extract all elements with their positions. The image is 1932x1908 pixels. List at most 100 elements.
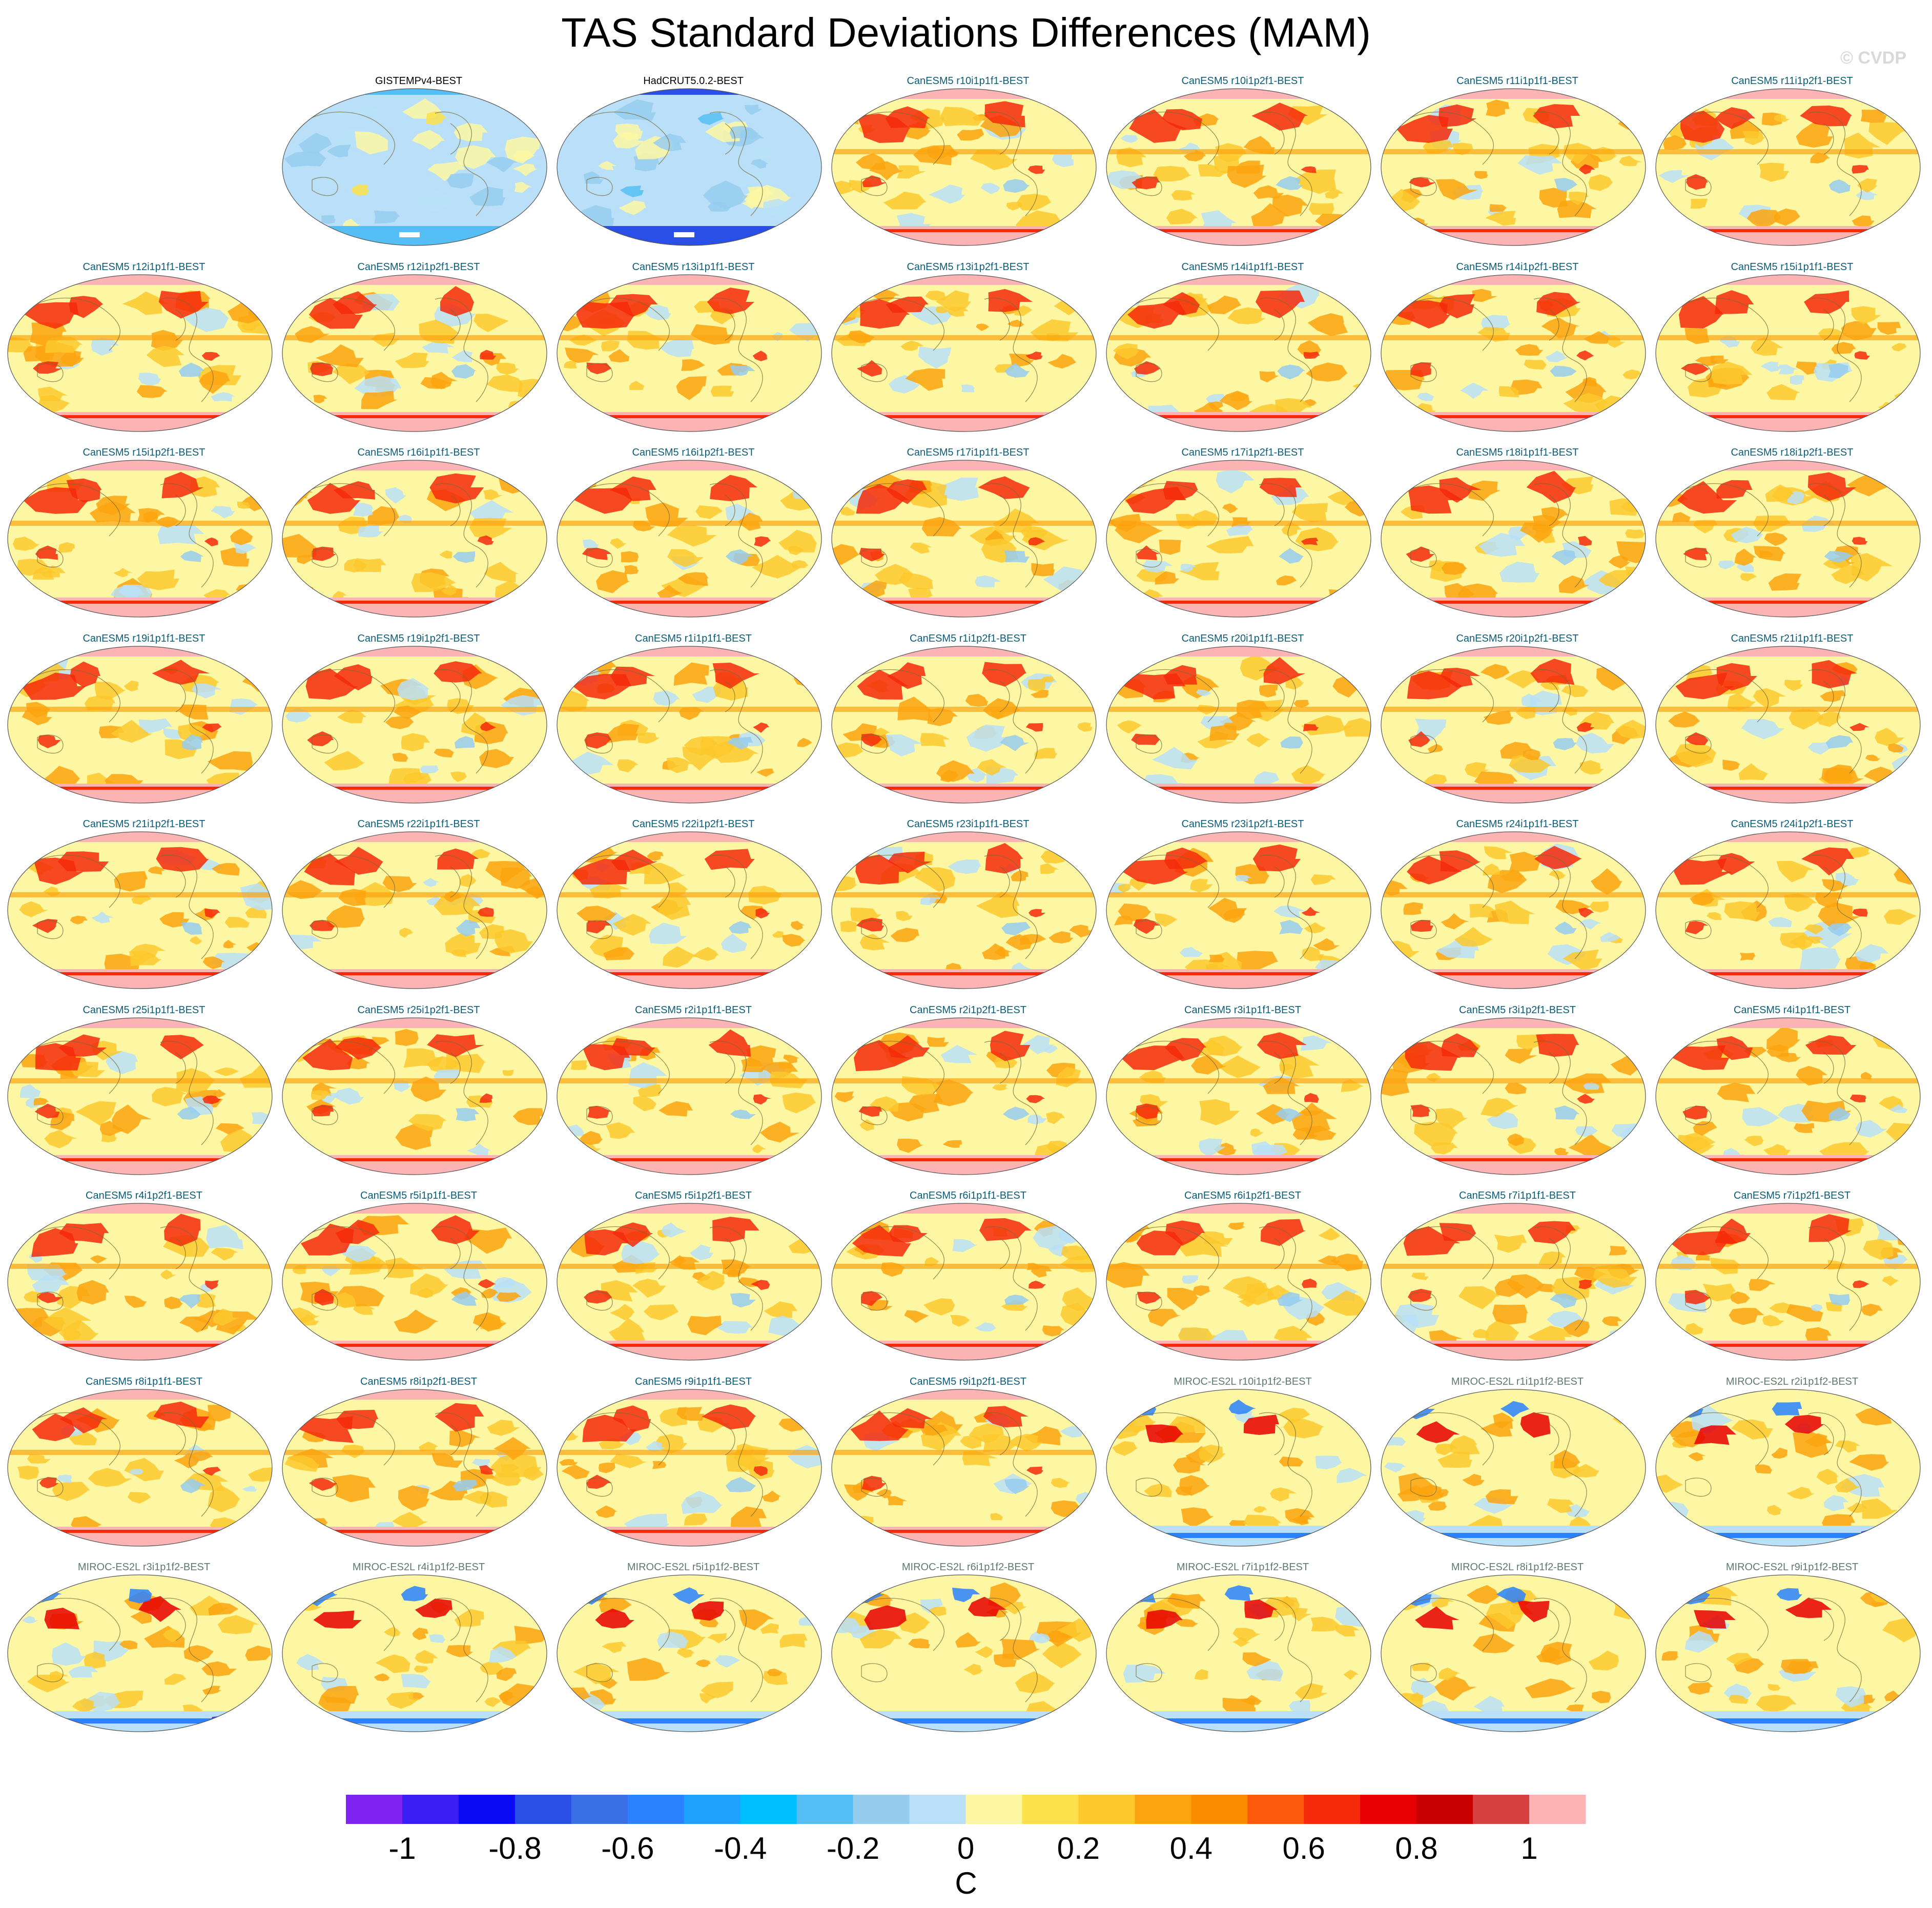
world-map <box>557 1203 822 1361</box>
world-map <box>831 646 1097 804</box>
world-map <box>831 831 1097 989</box>
world-map <box>557 460 822 618</box>
map-panel: MIROC-ES2L r2i1p1f2-BEST <box>1655 1376 1929 1550</box>
map-panel-title: CanESM5 r6i1p1f1-BEST <box>910 1190 1026 1201</box>
world-map <box>1381 88 1646 246</box>
colorbar-swatch <box>402 1795 459 1824</box>
colorbar-tick-label: 1 <box>1520 1831 1538 1865</box>
world-map <box>7 1203 273 1361</box>
map-panel: CanESM5 r6i1p1f1-BEST <box>831 1190 1105 1364</box>
world-map <box>831 1203 1097 1361</box>
map-panel-title: GISTEMPv4-BEST <box>375 75 463 87</box>
map-panel-title: CanESM5 r13i1p1f1-BEST <box>632 261 755 273</box>
world-map <box>7 831 273 989</box>
map-panel: CanESM5 r19i1p2f1-BEST <box>281 633 556 807</box>
map-panel-title: CanESM5 r15i1p2f1-BEST <box>83 447 205 458</box>
colorbar-swatch <box>1078 1795 1135 1824</box>
colorbar-swatch <box>1360 1795 1417 1824</box>
colorbar-swatch <box>684 1795 741 1824</box>
map-panel-title: CanESM5 r9i1p2f1-BEST <box>910 1376 1026 1387</box>
map-panel-title: CanESM5 r7i1p1f1-BEST <box>1459 1190 1576 1201</box>
colorbar-unit: C <box>955 1866 977 1900</box>
world-map <box>1106 1389 1371 1547</box>
map-panel-title: CanESM5 r14i1p2f1-BEST <box>1456 261 1579 273</box>
map-panel: CanESM5 r17i1p2f1-BEST <box>1105 447 1380 621</box>
colorbar-swatch <box>1135 1795 1191 1824</box>
colorbar-swatch <box>965 1795 1022 1824</box>
world-map <box>557 1389 822 1547</box>
colorbar-swatch <box>1304 1795 1361 1824</box>
map-panel: CanESM5 r7i1p2f1-BEST <box>1655 1190 1929 1364</box>
map-panel: CanESM5 r8i1p1f1-BEST <box>7 1376 281 1550</box>
map-panel: CanESM5 r21i1p1f1-BEST <box>1655 633 1929 807</box>
colorbar-swatch <box>1191 1795 1248 1824</box>
world-map <box>1381 1574 1646 1732</box>
map-panel: CanESM5 r12i1p1f1-BEST <box>7 261 281 436</box>
map-panel: CanESM5 r13i1p2f1-BEST <box>831 261 1105 436</box>
colorbar-swatch <box>740 1795 797 1824</box>
world-map <box>7 646 273 804</box>
world-map <box>1381 460 1646 618</box>
map-panel: CanESM5 r24i1p1f1-BEST <box>1380 818 1655 993</box>
map-panel: CanESM5 r24i1p2f1-BEST <box>1655 818 1929 993</box>
map-panel: CanESM5 r18i1p2f1-BEST <box>1655 447 1929 621</box>
map-panel: CanESM5 r6i1p2f1-BEST <box>1105 1190 1380 1364</box>
map-panel-title: MIROC-ES2L r8i1p1f2-BEST <box>1451 1562 1584 1573</box>
map-panel: CanESM5 r14i1p2f1-BEST <box>1380 261 1655 436</box>
colorbar-tick-label: 0.8 <box>1395 1831 1438 1865</box>
map-panel-title: CanESM5 r22i1p1f1-BEST <box>357 818 480 830</box>
map-panel: CanESM5 r22i1p2f1-BEST <box>556 818 831 993</box>
world-map <box>831 88 1097 246</box>
map-panel-title: CanESM5 r6i1p2f1-BEST <box>1184 1190 1301 1201</box>
map-panel: CanESM5 r9i1p1f1-BEST <box>556 1376 831 1550</box>
colorbar-tick-label: 0.4 <box>1169 1831 1213 1865</box>
world-map <box>1655 1389 1921 1547</box>
colorbar-swatch <box>1473 1795 1530 1824</box>
world-map <box>557 88 822 246</box>
map-panel: CanESM5 r16i1p2f1-BEST <box>556 447 831 621</box>
map-panel-title: CanESM5 r16i1p1f1-BEST <box>357 447 480 458</box>
map-panel-title: CanESM5 r17i1p1f1-BEST <box>907 447 1030 458</box>
map-panel-title: MIROC-ES2L r4i1p1f2-BEST <box>352 1562 485 1573</box>
colorbar-swatch <box>1416 1795 1473 1824</box>
colorbar-swatch <box>346 1795 403 1824</box>
world-map <box>1381 1389 1646 1547</box>
world-map <box>1106 1574 1371 1732</box>
world-map <box>1106 274 1371 432</box>
world-map <box>1655 1574 1921 1732</box>
world-map <box>7 1574 273 1732</box>
world-map <box>1106 88 1371 246</box>
world-map <box>1655 88 1921 246</box>
map-panel: CanESM5 r10i1p1f1-BEST <box>831 75 1105 250</box>
map-panel: CanESM5 r11i1p2f1-BEST <box>1655 75 1929 250</box>
map-panel: CanESM5 r3i1p2f1-BEST <box>1380 1004 1655 1179</box>
map-panel-title: CanESM5 r22i1p2f1-BEST <box>632 818 755 830</box>
map-panel-title: CanESM5 r4i1p2f1-BEST <box>86 1190 202 1201</box>
map-panel-title: MIROC-ES2L r3i1p1f2-BEST <box>77 1562 211 1573</box>
colorbar-swatch <box>909 1795 966 1824</box>
map-panel-title: CanESM5 r12i1p1f1-BEST <box>83 261 205 273</box>
map-panel: CanESM5 r20i1p1f1-BEST <box>1105 633 1380 807</box>
map-panel: CanESM5 r14i1p1f1-BEST <box>1105 261 1380 436</box>
world-map <box>7 1389 273 1547</box>
map-panel: CanESM5 r4i1p2f1-BEST <box>7 1190 281 1364</box>
map-panel-title: CanESM5 r1i1p1f1-BEST <box>635 633 752 644</box>
colorbar-swatch <box>627 1795 685 1824</box>
map-panel: CanESM5 r20i1p2f1-BEST <box>1380 633 1655 807</box>
map-panel: CanESM5 r19i1p1f1-BEST <box>7 633 281 807</box>
map-panel-title: CanESM5 r25i1p1f1-BEST <box>83 1004 205 1016</box>
colorbar-swatch <box>796 1795 854 1824</box>
colorbar-swatch <box>1022 1795 1079 1824</box>
world-map <box>831 1389 1097 1547</box>
map-panel: CanESM5 r5i1p1f1-BEST <box>281 1190 556 1364</box>
map-panel: CanESM5 r8i1p2f1-BEST <box>281 1376 556 1550</box>
map-panel-title: CanESM5 r20i1p2f1-BEST <box>1456 633 1579 644</box>
world-map <box>1655 831 1921 989</box>
map-panel: CanESM5 r1i1p2f1-BEST <box>831 633 1105 807</box>
page-title: TAS Standard Deviations Differences (MAM… <box>561 10 1371 55</box>
map-panel: MIROC-ES2L r6i1p1f2-BEST <box>831 1562 1105 1736</box>
world-map <box>282 646 547 804</box>
map-panel: CanESM5 r5i1p2f1-BEST <box>556 1190 831 1364</box>
map-panel-title: CanESM5 r16i1p2f1-BEST <box>632 447 755 458</box>
world-map <box>557 831 822 989</box>
